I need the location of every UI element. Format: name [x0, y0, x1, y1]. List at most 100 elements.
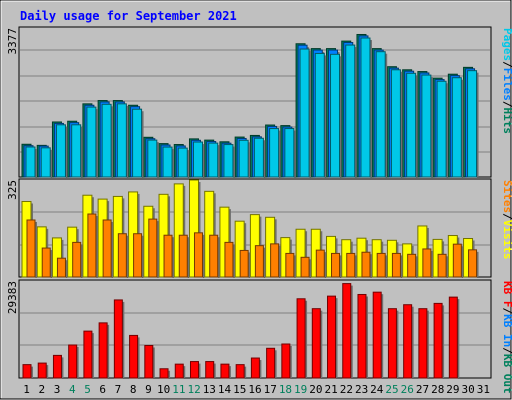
- x-tick-label-day-26: 26: [401, 383, 414, 396]
- legend-entry: /: [501, 101, 512, 108]
- x-tick-label-day-4: 4: [69, 383, 76, 396]
- bar-sites-day-17: [270, 243, 280, 278]
- bar-kb-f-day-19: [296, 298, 306, 379]
- bar-sites-day-29: [452, 243, 462, 278]
- x-tick-label-day-11: 11: [172, 383, 185, 396]
- bar-pages-day-10: [162, 146, 173, 178]
- x-tick-label-day-23: 23: [355, 383, 368, 396]
- panel-1-bars: [21, 33, 479, 178]
- bar-kb-f-day-29: [448, 296, 458, 379]
- bar-pages-day-8: [132, 108, 143, 178]
- bar-pages-day-30: [467, 70, 478, 178]
- bar-kb-f-day-20: [311, 308, 321, 379]
- x-tick-label-day-30: 30: [462, 383, 475, 396]
- bar-kb-f-day-22: [342, 283, 352, 379]
- x-tick-label-day-15: 15: [233, 383, 246, 396]
- bar-pages-day-21: [330, 53, 341, 178]
- legend-entry: /: [501, 213, 512, 220]
- bar-sites-day-28: [437, 253, 447, 278]
- bar-sites-day-3: [56, 257, 66, 278]
- panel-3-bars: [22, 283, 460, 379]
- bar-sites-day-12: [193, 232, 203, 278]
- panel-sites-visits: 325 Sites/Visits: [6, 178, 512, 278]
- bar-pages-day-29: [451, 77, 462, 178]
- x-tick-label-day-28: 28: [431, 383, 444, 396]
- bar-kb-f-day-1: [22, 364, 32, 379]
- bar-pages-day-5: [86, 106, 97, 178]
- x-tick-label-day-1: 1: [23, 383, 30, 396]
- x-tick-label-day-17: 17: [264, 383, 277, 396]
- bar-kb-f-day-27: [418, 308, 428, 379]
- bar-sites-day-14: [224, 241, 234, 278]
- bar-kb-f-day-25: [387, 308, 397, 379]
- bar-pages-day-18: [284, 128, 295, 178]
- bar-pages-day-20: [314, 52, 325, 178]
- x-axis-day-labels: 1 2 3 4 5 6 7 8 9 10 11 12 13 14 15 16 17 18 19 20 21 22 23 24 2…: [23, 383, 490, 396]
- x-tick-label-day-25: 25: [385, 383, 398, 396]
- legend-entry: Visits: [501, 220, 512, 260]
- bar-kb-f-day-15: [235, 364, 245, 379]
- bar-sites-day-18: [285, 252, 295, 278]
- x-tick-label-day-31: 31: [477, 383, 490, 396]
- bar-sites-day-21: [331, 252, 341, 278]
- bar-kb-f-day-12: [189, 361, 199, 379]
- bar-pages-day-23: [360, 37, 371, 178]
- bar-pages-day-7: [116, 103, 127, 178]
- bar-kb-f-day-6: [98, 322, 108, 379]
- legend-entry: /: [501, 61, 512, 68]
- bar-pages-day-4: [71, 124, 82, 178]
- bar-pages-day-11: [177, 147, 188, 178]
- bar-kb-f-day-9: [144, 344, 154, 379]
- x-tick-label-day-10: 10: [157, 383, 170, 396]
- bar-pages-day-24: [375, 51, 386, 178]
- bar-sites-day-2: [41, 247, 51, 278]
- bar-kb-f-day-2: [37, 362, 47, 379]
- bar-sites-day-30: [468, 249, 478, 278]
- panel-2-legend: Sites/Visits: [501, 180, 512, 260]
- x-tick-label-day-9: 9: [145, 383, 152, 396]
- x-tick-label-day-7: 7: [115, 383, 122, 396]
- bar-pages-day-2: [40, 147, 51, 178]
- bar-kb-f-day-21: [327, 295, 337, 379]
- legend-entry: Files: [501, 68, 512, 101]
- legend-entry: KB F: [501, 281, 512, 308]
- legend-entry: /: [501, 347, 512, 354]
- bar-kb-f-day-8: [129, 334, 139, 379]
- bar-sites-day-10: [163, 234, 173, 278]
- bar-pages-day-27: [421, 74, 432, 178]
- x-tick-label-day-20: 20: [309, 383, 322, 396]
- bar-pages-day-9: [147, 139, 158, 178]
- panel-3-legend: KB F/KB In/KB Out: [501, 281, 512, 394]
- bar-pages-day-13: [208, 142, 219, 178]
- bar-kb-f-day-24: [372, 291, 382, 379]
- x-tick-label-day-5: 5: [84, 383, 91, 396]
- x-tick-label-day-12: 12: [187, 383, 200, 396]
- bar-kb-f-day-10: [159, 368, 169, 379]
- panel-1-legend: Pages/Files/Hits: [501, 28, 512, 134]
- bar-sites-day-15: [239, 249, 249, 278]
- x-tick-label-day-29: 29: [446, 383, 459, 396]
- panel-1-ymax-label: 3377: [6, 28, 19, 55]
- x-tick-label-day-22: 22: [340, 383, 353, 396]
- bar-sites-day-20: [315, 249, 325, 278]
- bar-kb-f-day-3: [52, 354, 62, 379]
- bar-kb-f-day-11: [174, 363, 184, 379]
- bar-pages-day-12: [192, 141, 203, 178]
- bar-kb-f-day-5: [83, 330, 93, 379]
- legend-entry: /: [501, 308, 512, 315]
- bar-kb-f-day-28: [433, 302, 443, 379]
- x-tick-label-day-24: 24: [370, 383, 384, 396]
- panel-pages-files-hits: 3377 Pages/Files/Hits: [6, 26, 512, 178]
- bar-kb-f-day-7: [113, 299, 123, 379]
- bar-sites-day-8: [133, 233, 143, 278]
- bar-pages-day-15: [238, 139, 249, 178]
- bar-kb-f-day-23: [357, 293, 367, 379]
- panel-2-bars: [21, 179, 479, 278]
- bar-sites-day-23: [361, 251, 371, 278]
- x-tick-label-day-14: 14: [218, 383, 232, 396]
- panel-kbf-kbin-kbout: 29383 KB F/KB In/KB Out: [6, 279, 512, 394]
- bar-pages-day-22: [345, 44, 356, 178]
- bar-kb-f-day-13: [205, 361, 215, 379]
- chart-title: Daily usage for September 2021: [20, 9, 237, 23]
- legend-entry: KB In: [501, 314, 512, 347]
